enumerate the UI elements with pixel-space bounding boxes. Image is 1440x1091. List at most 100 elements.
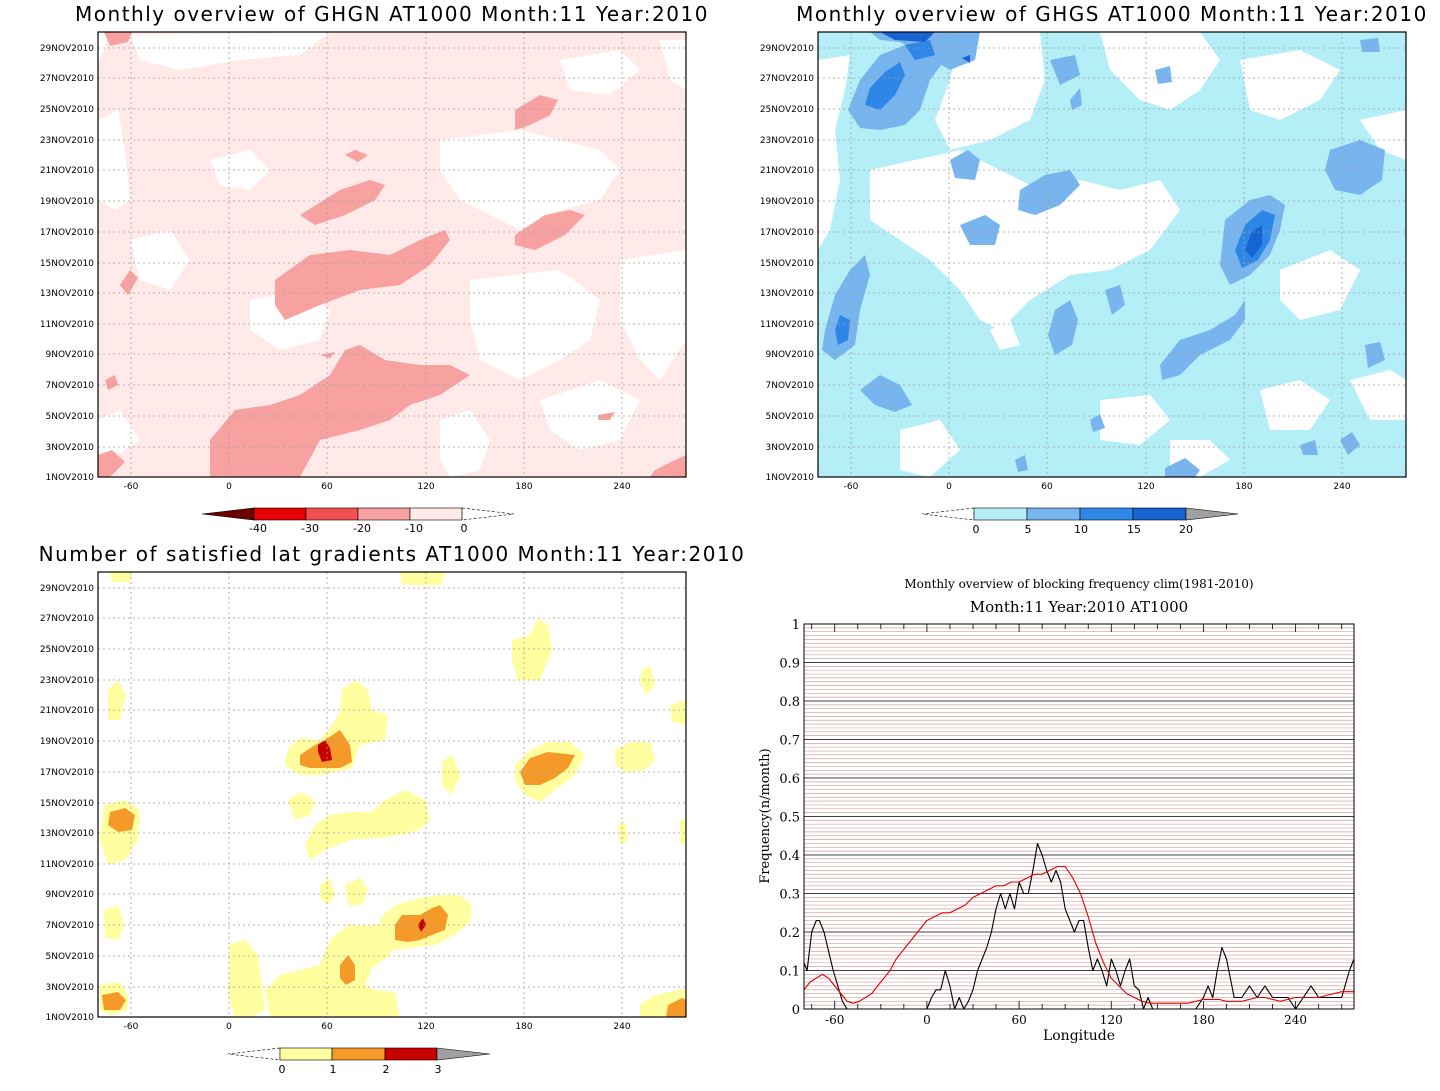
ghgn-legend-label: -20 — [353, 522, 371, 535]
ghgn-title: Monthly overview of GHGN AT1000 Month:11… — [75, 2, 709, 26]
freq-plot-frame — [803, 623, 1355, 1010]
ghgs-xtick: 120 — [1137, 482, 1154, 492]
ghgs-level5-regions — [822, 32, 1385, 477]
ghgn-ytick: 5NOV2010 — [46, 412, 95, 422]
ghgn-ytick: 13NOV2010 — [40, 289, 94, 299]
ghgs-ytick: 25NOV2010 — [760, 105, 814, 115]
ghgn-ytick: 19NOV2010 — [40, 197, 94, 207]
ghgs-ytick: 11NOV2010 — [760, 320, 814, 330]
ghgn-ytick: 23NOV2010 — [40, 136, 94, 146]
ghgs-level15-regions — [880, 32, 1262, 258]
ghgs-legend-label: 15 — [1127, 523, 1141, 536]
ghgs-ytick: 17NOV2010 — [760, 228, 814, 238]
lat-ytick: 7NOV2010 — [46, 921, 95, 931]
lat-xtick: 0 — [226, 1022, 232, 1032]
ghgn-ytick: 29NOV2010 — [40, 44, 94, 54]
lat-legend-label: 0 — [279, 1063, 286, 1076]
ghgs-ytick: 27NOV2010 — [760, 74, 814, 84]
ghgs-legend-label: 5 — [1025, 523, 1032, 536]
ghgn-ytick: 3NOV2010 — [46, 443, 95, 453]
ghgn-x-ticks: -60 0 60 120 180 240 — [124, 482, 631, 492]
freq-xtick-label: 180 — [1192, 1013, 1215, 1027]
ghgn-legend-label: 0 — [461, 522, 468, 535]
ghgn-ytick: 25NOV2010 — [40, 105, 94, 115]
ghgn-ytick: 1NOV2010 — [46, 473, 95, 483]
ghgs-legend-label: 10 — [1074, 523, 1088, 536]
ghgs-xtick: 60 — [1041, 482, 1053, 492]
ghgn-ytick: 9NOV2010 — [46, 350, 95, 360]
ghgs-ytick: 29NOV2010 — [760, 44, 814, 54]
ghgn-xtick: 60 — [321, 482, 333, 492]
ghgn-xtick: 240 — [613, 482, 630, 492]
lat-ytick: 25NOV2010 — [40, 645, 94, 655]
lat-title: Number of satisfied lat gradients AT1000… — [39, 542, 746, 566]
freq-subtitle: Month:11 Year:2010 AT1000 — [970, 598, 1188, 616]
ghgn-xtick: -60 — [124, 482, 139, 492]
lat-ytick: 23NOV2010 — [40, 676, 94, 686]
lat-xtick: 180 — [515, 1022, 532, 1032]
freq-xtick-label: 60 — [1011, 1013, 1026, 1027]
freq-ytick-label: 0.8 — [779, 695, 800, 710]
ghgn-positive-regions — [98, 32, 686, 477]
freq-series-black-line — [803, 842, 1355, 1010]
ghgn-ytick: 27NOV2010 — [40, 74, 94, 84]
ghgs-xtick: 180 — [1235, 482, 1252, 492]
freq-xtick-label: 120 — [1100, 1013, 1123, 1027]
ghgn-negative-regions — [98, 32, 686, 477]
ghgs-ytick: 1NOV2010 — [766, 473, 815, 483]
lat-ytick: 21NOV2010 — [40, 706, 94, 716]
freq-xtick-label: -60 — [825, 1013, 844, 1027]
ghgs-ytick: 3NOV2010 — [766, 443, 815, 453]
ghgs-contours — [818, 32, 1406, 477]
ghgn-legend-label: -40 — [249, 522, 267, 535]
freq-series-lines — [803, 842, 1355, 1010]
ghgs-ytick: 21NOV2010 — [760, 166, 814, 176]
freq-panel: Monthly overview of blocking frequency c… — [758, 577, 1355, 1044]
lat-ytick: 15NOV2010 — [40, 799, 94, 809]
lat-ytick: 3NOV2010 — [46, 983, 95, 993]
lat-ytick: 27NOV2010 — [40, 614, 94, 624]
ghgn-colorbar: -40 -30 -20 -10 0 — [201, 507, 515, 535]
lat-ytick: 5NOV2010 — [46, 952, 95, 962]
lat-ytick: 11NOV2010 — [40, 860, 94, 870]
ghgs-colorbar: 0 5 10 15 20 — [921, 507, 1239, 536]
ghgs-ytick: 7NOV2010 — [766, 381, 815, 391]
ghgs-xtick: 240 — [1333, 482, 1350, 492]
freq-series-red-line — [803, 865, 1354, 1004]
freq-xlabel: Longitude — [1043, 1028, 1115, 1044]
freq-ytick-label: 0.3 — [779, 888, 800, 903]
freq-ytick-label: 0 — [792, 1003, 800, 1018]
ghgs-ytick: 13NOV2010 — [760, 289, 814, 299]
lat-level2-regions — [318, 740, 426, 932]
lat-legend-label: 3 — [435, 1063, 442, 1076]
ghgs-panel: Monthly overview of GHGS AT1000 Month:11… — [760, 2, 1428, 536]
freq-ytick-label: 0.7 — [779, 734, 800, 749]
lat-colorbar: 0 1 2 3 — [227, 1047, 491, 1076]
lat-xtick: 60 — [321, 1022, 333, 1032]
lat-xtick: 240 — [613, 1022, 630, 1032]
lat-xtick: -60 — [124, 1022, 139, 1032]
lat-ytick: 1NOV2010 — [46, 1013, 95, 1023]
ghgn-ytick: 17NOV2010 — [40, 228, 94, 238]
ghgs-ytick: 9NOV2010 — [766, 350, 815, 360]
ghgs-ytick: 15NOV2010 — [760, 259, 814, 269]
ghgs-title: Monthly overview of GHGS AT1000 Month:11… — [796, 2, 1428, 26]
freq-title: Monthly overview of blocking frequency c… — [904, 577, 1253, 591]
lat-ytick: 13NOV2010 — [40, 829, 94, 839]
ghgn-ytick: 7NOV2010 — [46, 381, 95, 391]
ghgn-ytick: 21NOV2010 — [40, 166, 94, 176]
freq-ytick-label: 0.1 — [779, 965, 800, 980]
ghgs-xtick: -60 — [844, 482, 859, 492]
freq-y-tick-labels: 0 0.1 0.2 0.3 0.4 0.5 0.6 0.7 0.8 0.9 1 — [779, 618, 800, 1018]
ghgn-panel: Monthly overview of GHGN AT1000 Month:11… — [40, 2, 709, 535]
freq-minor-gridlines — [804, 627, 1354, 1006]
ghgs-ytick: 19NOV2010 — [760, 197, 814, 207]
lat-x-ticks: -60 0 60 120 180 240 — [124, 1022, 631, 1032]
ghgs-grid — [818, 32, 1406, 477]
freq-xtick-label: 240 — [1284, 1013, 1307, 1027]
freq-ytick-label: 0.9 — [779, 657, 800, 672]
ghgn-plot-frame — [97, 31, 687, 478]
lat-level1-regions — [102, 730, 686, 1017]
ghgs-y-ticks: 1NOV2010 3NOV2010 5NOV2010 7NOV2010 9NOV… — [760, 44, 814, 483]
ghgn-ytick: 15NOV2010 — [40, 259, 94, 269]
